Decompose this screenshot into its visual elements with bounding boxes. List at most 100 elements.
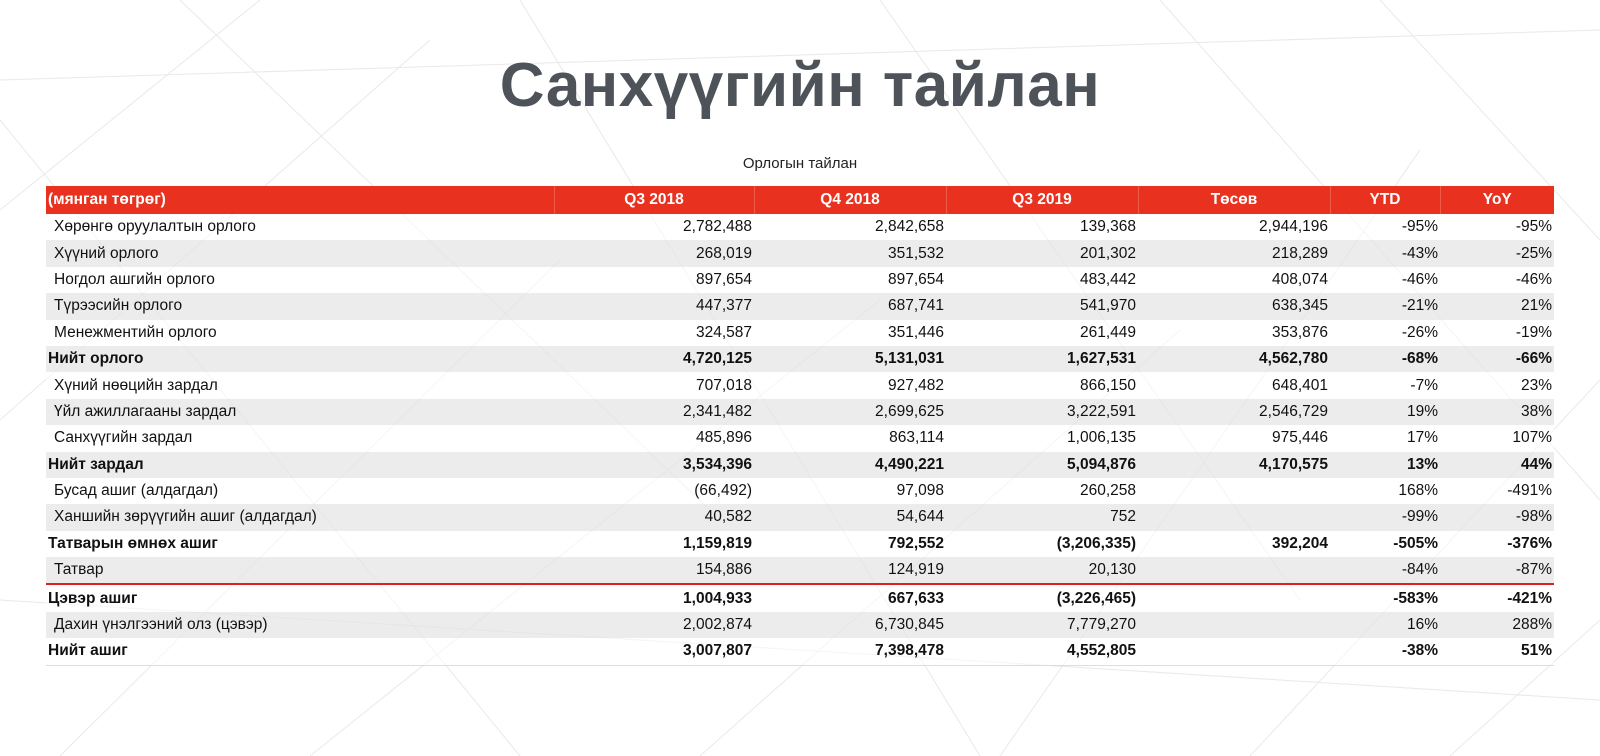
header-unit: (мянган төгрөг)	[46, 186, 555, 214]
cell-q4-2018: 54,644	[754, 504, 946, 531]
cell-ytd: -84%	[1330, 557, 1440, 586]
page-title: Санхүүгийн тайлан	[499, 51, 1101, 120]
cell-q3-2018: 2,002,874	[554, 611, 754, 639]
cell-q3-2018: 3,534,396	[554, 451, 754, 478]
cell-budget: 2,944,196	[1138, 214, 1330, 241]
cell-q3-2018: 4,720,125	[554, 345, 754, 373]
cell-q3-2018: 268,019	[554, 240, 754, 267]
cell-q4-2018: 667,633	[754, 584, 946, 612]
cell-ytd: 13%	[1330, 451, 1440, 478]
cell-q3-2018: 324,587	[554, 319, 754, 346]
row-label: Хүүний орлого	[46, 240, 554, 267]
table-row: Нийт зардал 3,534,396 4,490,221 5,094,876 4,…	[46, 451, 1554, 478]
cell-q3-2019: 1,006,135	[946, 425, 1138, 452]
row-label: Хөрөнгө оруулалтын орлого	[46, 214, 554, 241]
cell-budget: 218,289	[1138, 240, 1330, 267]
header-q3-2019: Q3 2019	[946, 186, 1139, 214]
cell-q3-2019: 3,222,591	[946, 398, 1138, 426]
cell-budget	[1138, 504, 1330, 531]
cell-yoy: 38%	[1440, 398, 1554, 426]
cell-q4-2018: 97,098	[754, 477, 946, 505]
cell-yoy: 23%	[1440, 372, 1554, 399]
table-row: Бусад ашиг (алдагдал) (66,492) 97,098 260,2…	[46, 477, 1554, 505]
cell-budget	[1138, 477, 1330, 505]
cell-q4-2018: 927,482	[754, 372, 946, 399]
cell-q4-2018: 6,730,845	[754, 611, 946, 639]
cell-ytd: -38%	[1330, 638, 1440, 666]
header-ytd: YTD	[1330, 186, 1441, 214]
cell-yoy: -376%	[1440, 530, 1554, 558]
row-label: Түрээсийн орлого	[46, 293, 554, 320]
cell-ytd: -68%	[1330, 345, 1440, 373]
header-budget: Төсөв	[1138, 186, 1331, 214]
row-label: Үйл ажиллагааны зардал	[46, 398, 554, 426]
cell-budget: 2,546,729	[1138, 398, 1330, 426]
cell-q4-2018: 5,131,031	[754, 345, 946, 373]
cell-ytd: -46%	[1330, 266, 1440, 294]
table-row: Санхүүгийн зардал 485,896 863,114 1,006,135…	[46, 425, 1554, 452]
cell-q3-2018: 40,582	[554, 504, 754, 531]
table-row: Хүний нөөцийн зардал 707,018 927,482 866,15…	[46, 372, 1554, 399]
cell-ytd: -505%	[1330, 530, 1440, 558]
cell-q3-2019: 20,130	[946, 557, 1138, 586]
row-label: Цэвэр ашиг	[46, 584, 554, 612]
row-label: Нийт ашиг	[46, 638, 554, 666]
row-label: Нийт зардал	[46, 451, 554, 478]
cell-budget: 408,074	[1138, 266, 1330, 294]
cell-budget: 4,170,575	[1138, 451, 1330, 478]
table-row: Дахин үнэлгээний олз (цэвэр) 2,002,874 6,7…	[46, 611, 1554, 639]
cell-yoy: 288%	[1440, 611, 1554, 639]
cell-q3-2018: 707,018	[554, 372, 754, 399]
cell-yoy: -46%	[1440, 266, 1554, 294]
table-row: Татвар 154,886 124,919 20,130 -84% -87%	[46, 557, 1554, 586]
cell-q3-2018: 154,886	[554, 557, 754, 586]
table-row: Цэвэр ашиг 1,004,933 667,633 (3,226,465) -58…	[46, 584, 1554, 612]
table-row: Үйл ажиллагааны зардал 2,341,482 2,699,625…	[46, 398, 1554, 426]
cell-ytd: -43%	[1330, 240, 1440, 267]
cell-yoy: -25%	[1440, 240, 1554, 267]
cell-q3-2019: 5,094,876	[946, 451, 1138, 478]
cell-q4-2018: 2,842,658	[754, 214, 946, 241]
cell-budget	[1138, 557, 1330, 586]
table-row: Нийт ашиг 3,007,807 7,398,478 4,552,805 -38%…	[46, 638, 1554, 666]
row-label: Бусад ашиг (алдагдал)	[46, 477, 554, 505]
table-row: Ханшийн зөрүүгийн ашиг (алдагдал) 40,582 5…	[46, 504, 1554, 531]
cell-q3-2018: 897,654	[554, 266, 754, 294]
cell-ytd: 17%	[1330, 425, 1440, 452]
table-row: Түрээсийн орлого 447,377 687,741 541,970 638…	[46, 293, 1554, 320]
row-label: Менежментийн орлого	[46, 319, 554, 346]
cell-q4-2018: 792,552	[754, 530, 946, 558]
cell-yoy: -95%	[1440, 214, 1554, 241]
cell-yoy: -98%	[1440, 504, 1554, 531]
cell-q4-2018: 897,654	[754, 266, 946, 294]
cell-q3-2018: 1,004,933	[554, 584, 754, 612]
table-row: Хөрөнгө оруулалтын орлого 2,782,488 2,842,…	[46, 214, 1554, 241]
income-statement-table: (мянган төгрөг) Q3 2018 Q4 2018 Q3 2019 …	[46, 186, 1554, 666]
cell-q3-2019: 4,552,805	[946, 638, 1138, 666]
cell-budget: 392,204	[1138, 530, 1330, 558]
cell-budget: 638,345	[1138, 293, 1330, 320]
cell-q3-2019: 261,449	[946, 319, 1138, 346]
row-label: Санхүүгийн зардал	[46, 425, 554, 452]
row-label: Ногдол ашгийн орлого	[46, 266, 554, 294]
cell-q4-2018: 124,919	[754, 557, 946, 586]
table-row: Ногдол ашгийн орлого 897,654 897,654 483,44…	[46, 266, 1554, 294]
cell-yoy: 107%	[1440, 425, 1554, 452]
cell-budget: 4,562,780	[1138, 345, 1330, 373]
cell-q4-2018: 7,398,478	[754, 638, 946, 666]
row-label: Татвар	[46, 557, 554, 586]
cell-budget: 975,446	[1138, 425, 1330, 452]
cell-q4-2018: 351,532	[754, 240, 946, 267]
cell-q4-2018: 2,699,625	[754, 398, 946, 426]
cell-budget: 353,876	[1138, 319, 1330, 346]
cell-ytd: -95%	[1330, 214, 1440, 241]
cell-q3-2018: 2,341,482	[554, 398, 754, 426]
cell-q4-2018: 4,490,221	[754, 451, 946, 478]
header-yoy: YoY	[1440, 186, 1554, 214]
cell-ytd: -583%	[1330, 584, 1440, 612]
header-q3-2018: Q3 2018	[554, 186, 755, 214]
cell-q3-2019: 260,258	[946, 477, 1138, 505]
cell-q3-2019: 483,442	[946, 266, 1138, 294]
row-label: Ханшийн зөрүүгийн ашиг (алдагдал)	[46, 504, 554, 531]
cell-q3-2019: 866,150	[946, 372, 1138, 399]
